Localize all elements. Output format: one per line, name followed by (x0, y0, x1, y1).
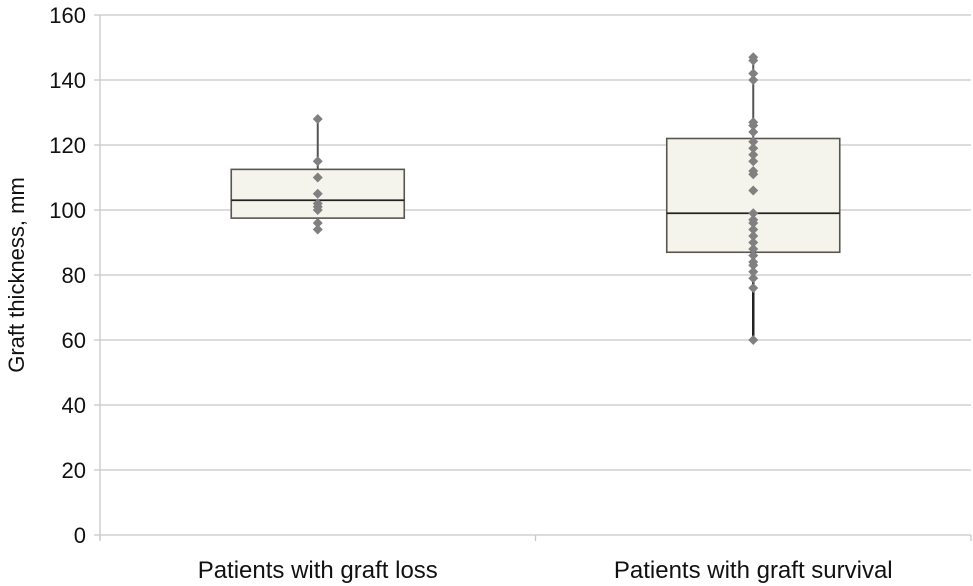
data-point (748, 185, 759, 196)
data-point (748, 143, 759, 154)
data-point (748, 266, 759, 277)
y-tick-label: 120 (49, 133, 86, 158)
data-point (312, 188, 323, 199)
data-point (312, 114, 323, 124)
gridlines (94, 14, 971, 536)
y-tick-label: 20 (62, 458, 86, 483)
data-point (748, 283, 759, 293)
data-point (748, 244, 759, 254)
data-point (748, 75, 759, 85)
data-point (748, 149, 759, 160)
data-point (312, 218, 323, 228)
y-tick-label: 100 (49, 198, 86, 223)
data-point (748, 52, 759, 63)
x-axis: Patients with graft loss Patients with gr… (99, 535, 972, 584)
y-tick-label: 160 (49, 3, 86, 28)
data-point (312, 198, 323, 209)
data-point (748, 117, 759, 128)
data-point (748, 208, 759, 219)
box-graft-survival (665, 52, 841, 345)
data-point (312, 156, 323, 167)
data-point (748, 335, 759, 345)
boxes (230, 52, 841, 345)
data-point (748, 166, 759, 176)
y-tick-label: 60 (62, 328, 86, 353)
data-point (748, 237, 759, 248)
data-point (748, 68, 759, 79)
box-graft-loss (230, 114, 406, 235)
data-point (748, 127, 759, 137)
x-category-label: Patients with graft loss (198, 557, 438, 584)
data-point (748, 156, 759, 167)
data-point (748, 257, 759, 267)
data-point (312, 172, 323, 183)
data-point (748, 273, 759, 284)
data-point (748, 214, 759, 225)
data-point (312, 224, 323, 235)
y-axis: 0 20 40 60 80 100 120 140 160 (49, 3, 101, 548)
y-tick-label: 0 (74, 523, 86, 548)
y-tick-label: 140 (49, 68, 86, 93)
x-category-label: Patients with graft survival (614, 557, 893, 584)
data-point (748, 250, 759, 261)
y-tick-label: 40 (62, 393, 86, 418)
data-point (748, 231, 759, 241)
y-axis-title: Graft thickness, mm (4, 177, 29, 373)
data-point (748, 224, 759, 235)
data-point (748, 136, 759, 147)
y-tick-label: 80 (62, 263, 86, 288)
